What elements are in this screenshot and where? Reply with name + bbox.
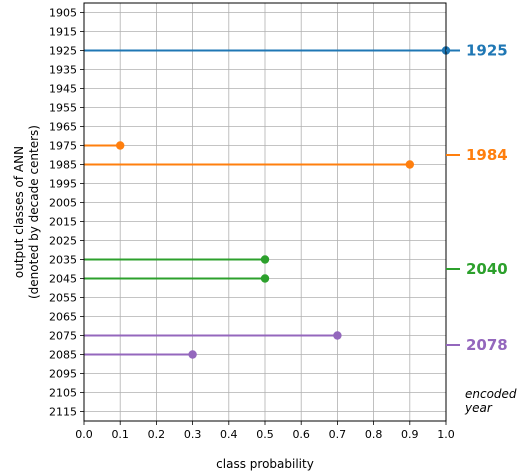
- y-axis-label-line-1: output classes of ANN: [12, 146, 26, 278]
- encoded-year-label: 2078: [466, 336, 508, 354]
- x-tick-label: 0.5: [256, 428, 274, 441]
- lollipop-point: [333, 331, 342, 340]
- x-axis-label: class probability: [216, 457, 314, 471]
- x-tick-label: 0.9: [401, 428, 419, 441]
- y-tick-label: 2015: [49, 216, 77, 229]
- y-tick-label: 1995: [49, 178, 77, 191]
- y-axis-label: output classes of ANN (denoted by decade…: [12, 125, 41, 299]
- y-tick-label: 1915: [49, 26, 77, 39]
- lollipop-point: [260, 274, 270, 283]
- x-tick-label: 1.0: [437, 428, 455, 441]
- y-axis-label-line-2: (denoted by decade centers): [27, 125, 41, 299]
- y-tick-label: 2115: [49, 406, 77, 419]
- encoded-year-labels: 1925 1984 2040 2078: [446, 42, 508, 354]
- encoded-year-label: 1984: [466, 146, 508, 164]
- x-tick-label: 0.6: [292, 428, 310, 441]
- y-tick-label: 1905: [49, 7, 77, 20]
- y-tick-label: 2045: [49, 273, 77, 286]
- y-tick-label: 2085: [49, 349, 77, 362]
- grid-lines: [83, 3, 447, 421]
- lollipop-point: [260, 255, 270, 264]
- x-tick-label: 0.8: [365, 428, 383, 441]
- lollipop-point: [405, 160, 414, 169]
- encoded-year-note-line-2: year: [464, 401, 493, 415]
- lollipop-point: [188, 350, 197, 359]
- y-tick-label: 1945: [49, 83, 77, 96]
- y-tick-label: 2105: [49, 387, 77, 400]
- y-tick-label: 1955: [49, 102, 77, 115]
- y-tick-label: 1925: [49, 45, 77, 58]
- y-tick-label: 2065: [49, 311, 77, 324]
- x-tick-label: 0.2: [148, 428, 166, 441]
- y-tick-label: 1965: [49, 121, 77, 134]
- x-tick-label: 0.0: [75, 428, 93, 441]
- y-tick-label: 2095: [49, 368, 77, 381]
- y-tick-label: 1935: [49, 64, 77, 77]
- x-tick-label: 0.1: [111, 428, 129, 441]
- y-axis: 1905 1915 1925 1935 1945 1955 1965 1975 1985 1995…: [49, 7, 84, 419]
- encoded-year-label: 1925: [466, 42, 508, 60]
- y-tick-label: 1975: [49, 140, 77, 153]
- y-tick-label: 1985: [49, 159, 77, 172]
- x-tick-label: 0.7: [329, 428, 347, 441]
- y-tick-label: 2075: [49, 330, 77, 343]
- encoded-year-label: 2040: [466, 260, 508, 278]
- y-tick-label: 2005: [49, 197, 77, 210]
- y-tick-label: 2025: [49, 235, 77, 248]
- x-axis: 0.0 0.1 0.2 0.3 0.4 0.5 0.6 0.7 0.8 0.9 1.0: [75, 421, 455, 441]
- lollipop-point: [116, 141, 125, 150]
- encoded-year-note-line-1: encoded: [465, 387, 517, 401]
- y-tick-label: 2055: [49, 292, 77, 305]
- x-tick-label: 0.4: [220, 428, 238, 441]
- x-tick-label: 0.3: [184, 428, 202, 441]
- y-tick-label: 2035: [49, 254, 77, 267]
- data-series: [84, 46, 451, 359]
